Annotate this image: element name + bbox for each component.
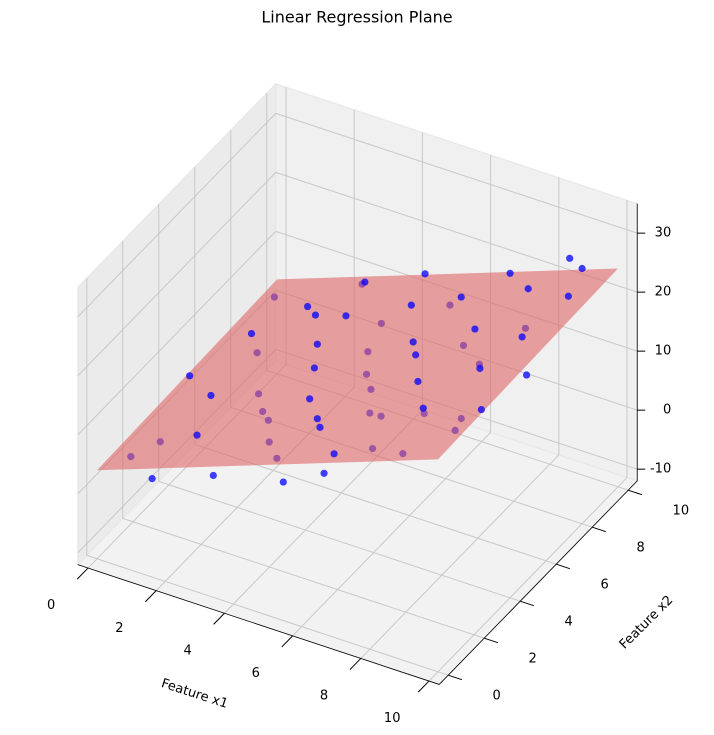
x-tick-label: 10 bbox=[384, 711, 401, 726]
point bbox=[409, 338, 417, 346]
y-tick bbox=[556, 563, 571, 570]
point bbox=[522, 371, 531, 379]
point bbox=[361, 278, 369, 286]
x-tick bbox=[281, 635, 293, 648]
point bbox=[476, 364, 484, 373]
point bbox=[247, 329, 256, 338]
x-tick bbox=[76, 567, 89, 580]
point bbox=[419, 404, 427, 412]
point bbox=[414, 377, 422, 386]
y-tick bbox=[592, 526, 607, 533]
grid-line bbox=[275, 112, 638, 234]
y-tick bbox=[484, 637, 499, 644]
x-axis-label: Feature x1 bbox=[159, 676, 229, 712]
x-tick bbox=[417, 680, 430, 693]
point bbox=[564, 292, 572, 300]
y-tick-label: 2 bbox=[529, 651, 537, 666]
point bbox=[311, 311, 320, 319]
point bbox=[412, 351, 420, 359]
regression-plane bbox=[97, 268, 618, 471]
x-tick-label: 6 bbox=[252, 666, 260, 681]
z-tick-label: 0 bbox=[663, 403, 671, 418]
point bbox=[506, 269, 514, 277]
z-tick-label: 30 bbox=[655, 226, 672, 241]
point bbox=[342, 312, 350, 320]
point bbox=[279, 478, 287, 486]
y-tick bbox=[628, 489, 643, 496]
point bbox=[313, 415, 321, 423]
y-tick-label: 6 bbox=[601, 577, 609, 592]
point bbox=[193, 431, 201, 439]
z-tick-label: 10 bbox=[655, 344, 672, 359]
y-tick-label: 0 bbox=[493, 688, 501, 703]
point bbox=[313, 340, 321, 348]
x-axis bbox=[77, 564, 440, 685]
point bbox=[207, 391, 215, 400]
grid-line bbox=[77, 113, 277, 318]
point bbox=[186, 372, 194, 380]
grid-line bbox=[77, 231, 277, 436]
grid-line bbox=[77, 172, 277, 377]
z-tick-label: 20 bbox=[655, 285, 672, 300]
x-tick-label: 0 bbox=[47, 598, 55, 613]
x-tick-label: 2 bbox=[115, 621, 123, 636]
point bbox=[306, 395, 314, 403]
grid-line bbox=[292, 432, 491, 637]
grid-line bbox=[428, 477, 628, 682]
point bbox=[320, 469, 328, 477]
x-tick-label: 4 bbox=[183, 643, 191, 658]
point bbox=[578, 264, 586, 273]
point bbox=[316, 423, 324, 431]
point bbox=[518, 333, 526, 341]
point bbox=[407, 301, 415, 309]
grid-line bbox=[158, 480, 521, 602]
point bbox=[303, 302, 312, 311]
point bbox=[330, 450, 338, 458]
z-tick-label: -10 bbox=[650, 462, 671, 477]
grid-line bbox=[360, 454, 560, 659]
x-tick bbox=[145, 590, 157, 603]
point bbox=[566, 254, 574, 262]
point bbox=[477, 405, 485, 414]
y-axis-label: Feature x2 bbox=[617, 593, 677, 653]
point bbox=[457, 293, 465, 301]
point bbox=[148, 475, 156, 483]
grid-line bbox=[86, 554, 449, 676]
point bbox=[421, 270, 429, 278]
point bbox=[209, 471, 217, 480]
y-tick bbox=[448, 674, 463, 681]
x-tick bbox=[213, 612, 225, 625]
point bbox=[524, 285, 532, 293]
grid-line bbox=[122, 517, 485, 639]
y-tick-label: 4 bbox=[565, 614, 573, 629]
point bbox=[310, 364, 318, 372]
y-axis bbox=[438, 480, 638, 685]
y-tick-label: 10 bbox=[673, 503, 690, 518]
point bbox=[471, 325, 479, 333]
x-tick bbox=[349, 658, 362, 670]
y-tick-label: 8 bbox=[637, 540, 645, 555]
chart-title: Linear Regression Plane bbox=[261, 8, 452, 27]
y-tick bbox=[520, 600, 535, 607]
x-tick-label: 8 bbox=[320, 689, 328, 704]
